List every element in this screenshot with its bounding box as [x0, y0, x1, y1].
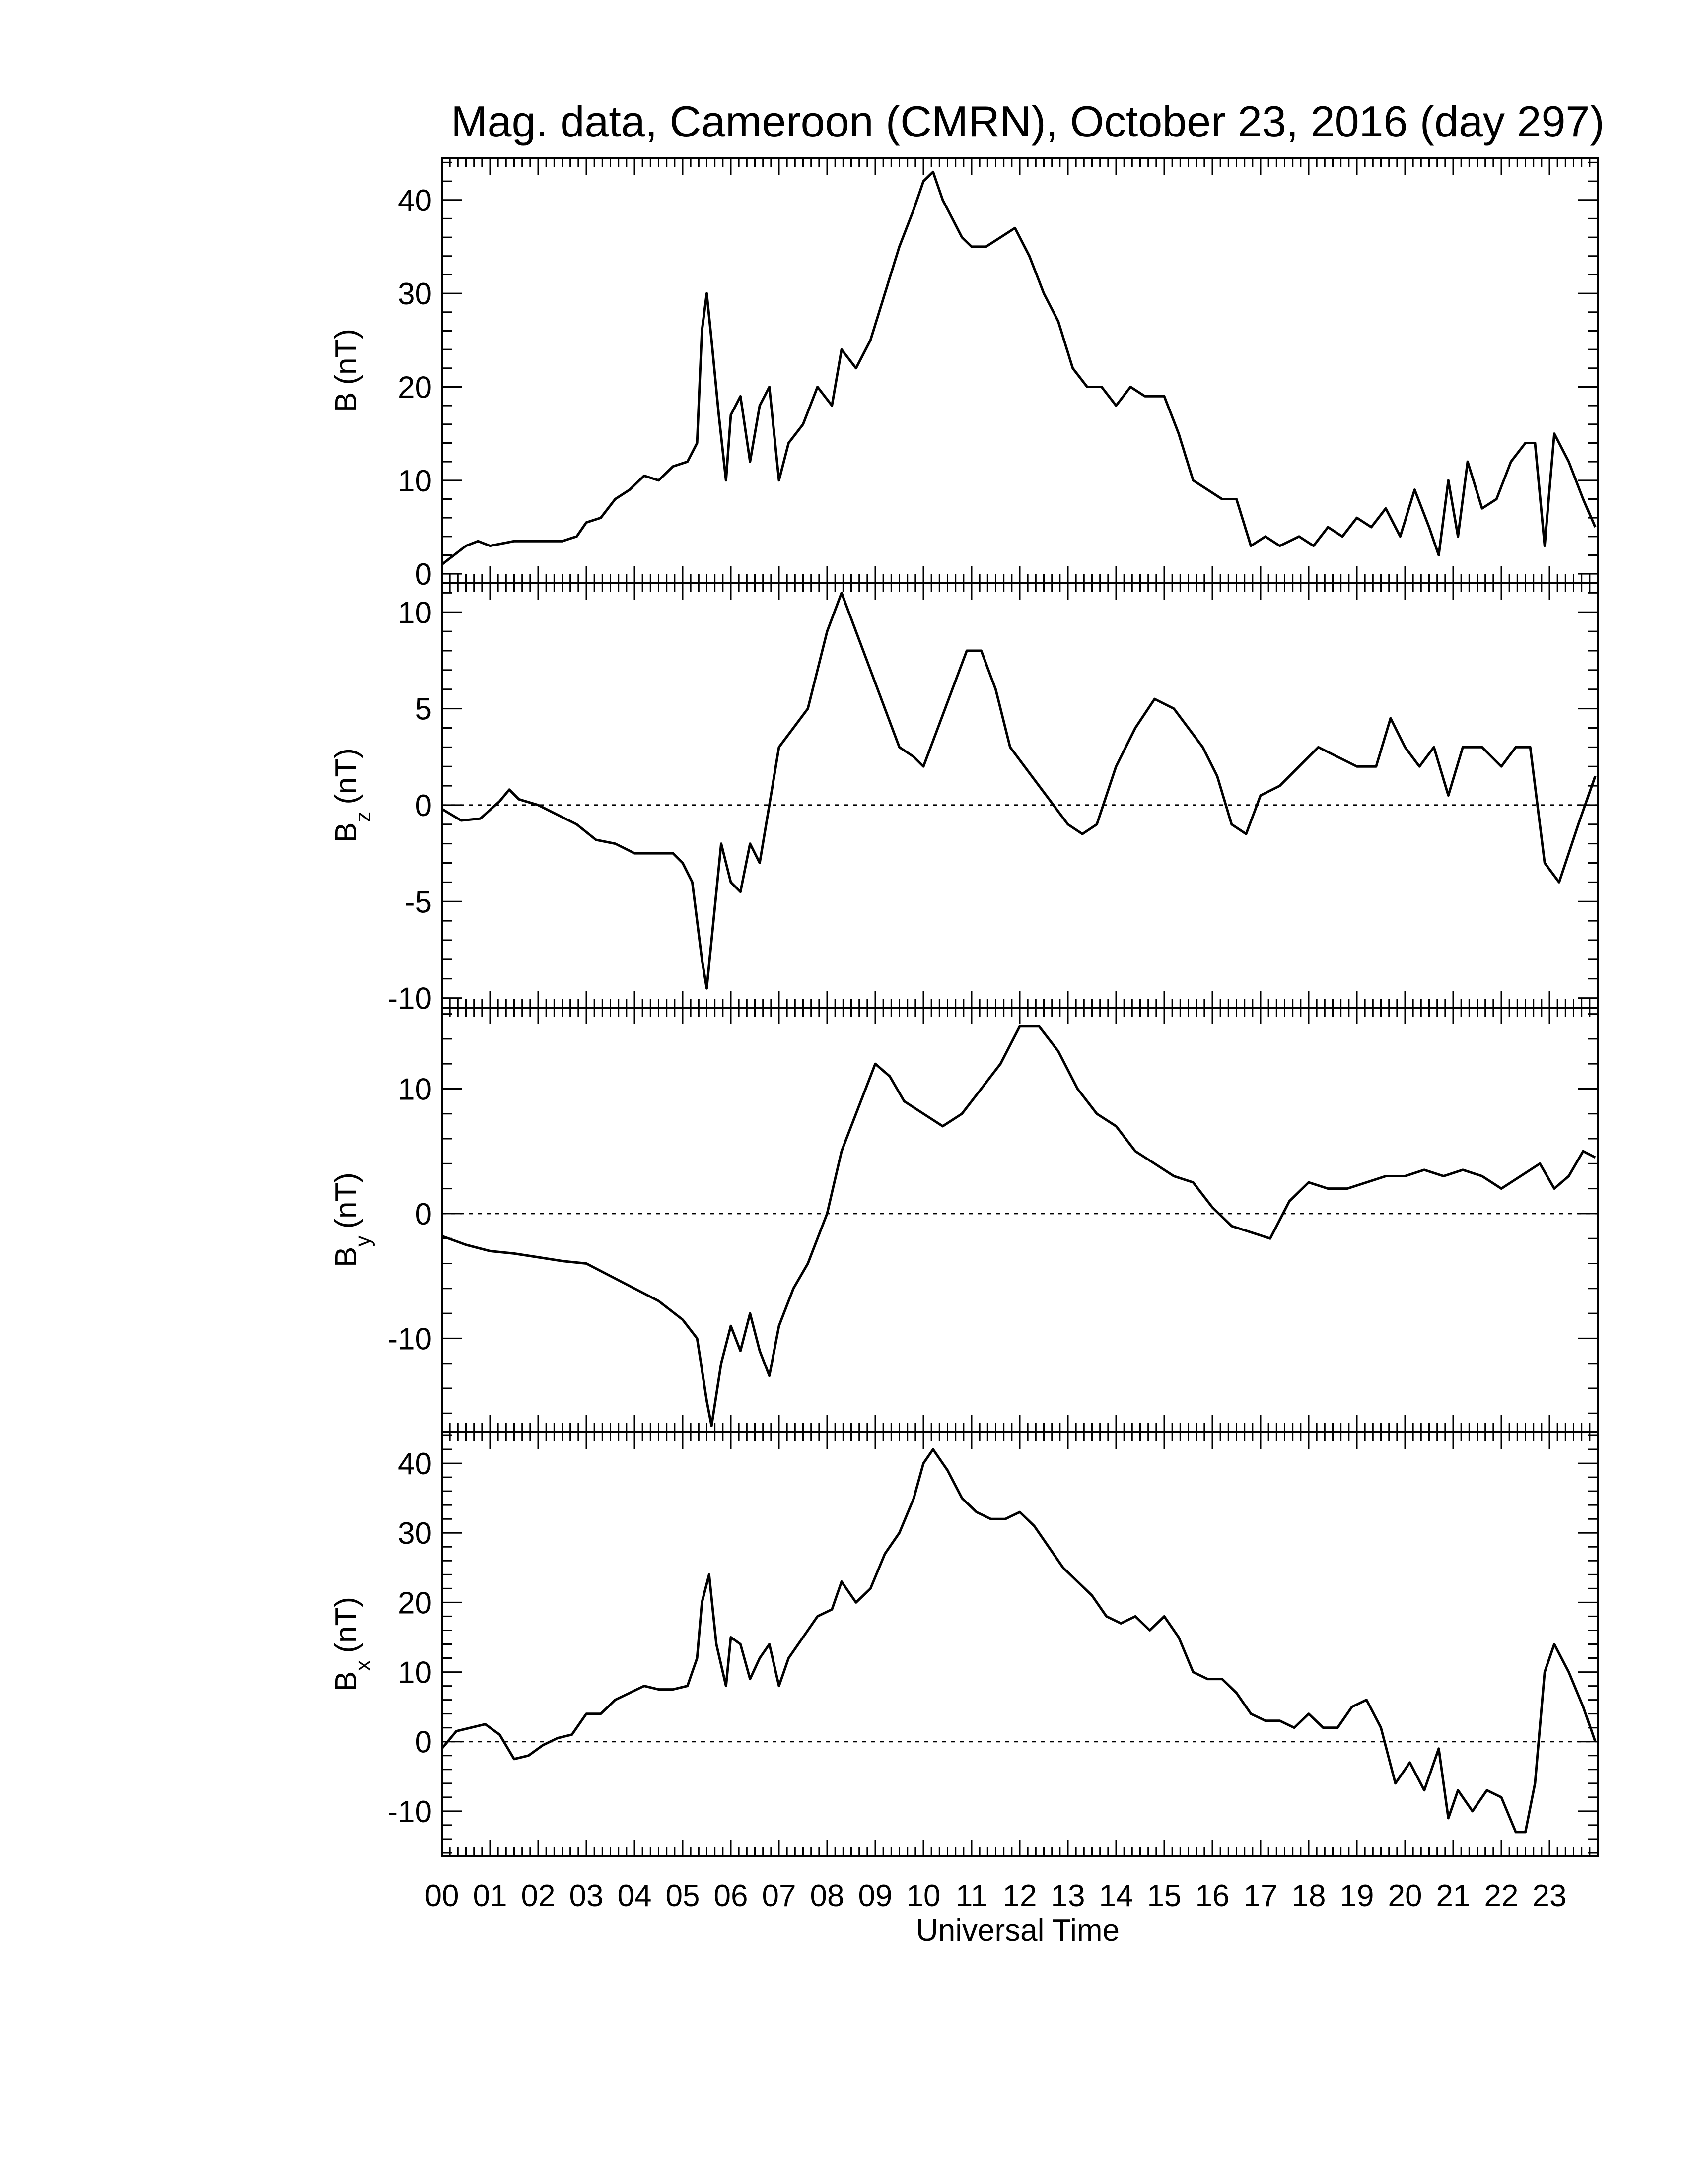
panel-frame [441, 1007, 1599, 1433]
panel-By: -10 0 10 By (nT) [329, 1007, 1599, 1433]
y-tick-label: 10 [398, 464, 432, 498]
x-tick-label: 18 [1292, 1879, 1326, 1913]
x-tick-label: 01 [473, 1879, 507, 1913]
y-tick-label: 40 [398, 184, 432, 218]
y-tick-label: 10 [398, 1656, 432, 1690]
series-line-Bx [441, 1448, 1597, 1834]
panel-Bx: -10 0 10 20 30 40 Bx (nT) [329, 1431, 1599, 1857]
y-tick-label: 5 [415, 692, 432, 727]
y-label-unit: (nT) [329, 1597, 363, 1653]
y-tick-label: -10 [387, 1322, 432, 1356]
x-tick-label: 20 [1388, 1879, 1422, 1913]
x-tick-label: 05 [666, 1879, 700, 1913]
y-axis-label: Bz (nT) [329, 748, 375, 843]
y-axis-label: Bx (nT) [329, 1597, 375, 1692]
y-label-sub: y [351, 1236, 375, 1247]
x-tick-label: 21 [1436, 1879, 1471, 1913]
x-tick-label: 22 [1484, 1879, 1519, 1913]
y-tick-label: -5 [405, 885, 432, 919]
y-tick-label: 20 [398, 1586, 432, 1620]
y-tick-label: -10 [387, 982, 432, 1016]
y-axis-label: By (nT) [329, 1172, 375, 1267]
y-label-unit: (nT) [329, 1172, 363, 1229]
series-line-By [441, 1025, 1596, 1427]
chart-title: Mag. data, Cameroon (CMRN), October 23, … [451, 97, 1604, 146]
y-label-main: B [329, 822, 363, 843]
x-tick-label: 02 [521, 1879, 556, 1913]
x-tick-label: 08 [810, 1879, 844, 1913]
x-tick-label: 00 [425, 1879, 459, 1913]
x-tick-label: 13 [1051, 1879, 1085, 1913]
x-tick-label: 04 [618, 1879, 652, 1913]
x-tick-label: 06 [714, 1879, 748, 1913]
series-line-Bz [441, 591, 1597, 990]
x-tick-label: 11 [956, 1879, 987, 1913]
y-tick-label: 10 [398, 1072, 432, 1106]
panel-B: 0 10 20 30 40 B (nT) [329, 157, 1599, 592]
y-tick-label: 30 [398, 277, 432, 311]
y-tick-label: 20 [398, 370, 432, 405]
y-tick-label: 0 [415, 557, 432, 592]
x-axis-label: Universal Time [916, 1913, 1120, 1948]
y-label-main: B [329, 392, 363, 412]
x-tick-label: 09 [858, 1879, 893, 1913]
x-tick-label: 23 [1533, 1879, 1567, 1913]
y-label-main: B [329, 1671, 363, 1692]
x-tick-label: 07 [762, 1879, 796, 1913]
y-tick-label: 0 [415, 1725, 432, 1760]
panel-frame [441, 157, 1599, 584]
x-tick-label: 14 [1099, 1879, 1133, 1913]
y-tick-label: 40 [398, 1447, 432, 1481]
y-label-unit: (nT) [329, 748, 363, 805]
x-axis: 00 01 02 03 04 05 06 07 08 09 10 11 12 13 14 15 16 17 18 19… [425, 1879, 1567, 1913]
x-tick-label: 17 [1244, 1879, 1278, 1913]
y-label-unit: (nT) [329, 329, 363, 385]
panels-group: 0 10 20 30 40 B (nT) -10 -5 0 5 10 Bz (nT) -10 0 10 By (nT… [329, 157, 1599, 1857]
y-label-sub: x [351, 1660, 375, 1671]
y-label-main: B [329, 1247, 363, 1267]
x-tick-label: 03 [569, 1879, 604, 1913]
y-tick-label: 0 [415, 1197, 432, 1231]
panel-frame [441, 1431, 1599, 1857]
x-tick-label: 19 [1340, 1879, 1374, 1913]
y-tick-label: -10 [387, 1795, 432, 1829]
x-tick-label: 10 [907, 1879, 941, 1913]
y-tick-label: 0 [415, 789, 432, 823]
x-tick-label: 16 [1196, 1879, 1230, 1913]
y-label-sub: z [351, 812, 375, 822]
x-tick-label: 12 [1003, 1879, 1037, 1913]
panel-frame [441, 582, 1599, 1009]
y-axis-label: B (nT) [329, 329, 363, 412]
y-tick-label: 30 [398, 1516, 432, 1551]
series-line-B [441, 170, 1597, 566]
x-tick-label: 15 [1147, 1879, 1182, 1913]
y-tick-label: 10 [398, 596, 432, 630]
panel-Bz: -10 -5 0 5 10 Bz (nT) [329, 582, 1599, 1016]
